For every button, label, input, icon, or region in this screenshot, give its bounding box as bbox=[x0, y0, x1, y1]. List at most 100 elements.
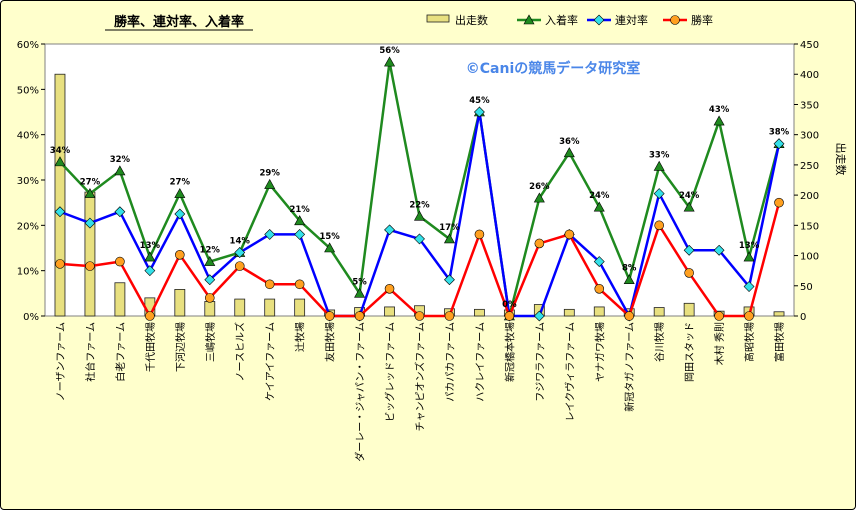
data-label-入着率: 56% bbox=[379, 46, 400, 56]
bar-出走数 bbox=[84, 191, 96, 317]
x-tick-label: ケイアイファーム bbox=[265, 322, 277, 401]
point-勝率 bbox=[654, 220, 664, 231]
point-入着率 bbox=[144, 251, 156, 262]
bar-出走数 bbox=[294, 298, 306, 317]
point-勝率 bbox=[474, 229, 485, 240]
data-label-入着率: 12% bbox=[200, 246, 221, 256]
legend-item: 勝率 bbox=[691, 13, 713, 27]
x-tick-label-group: 辻牧場 bbox=[294, 322, 307, 352]
y-right-axis-title: 出走数 bbox=[834, 143, 848, 176]
point-連対率 bbox=[653, 188, 665, 200]
x-tick-label-group: ビッグレッドファーム bbox=[384, 322, 397, 422]
point-勝率 bbox=[85, 261, 95, 271]
point-入着率 bbox=[593, 201, 605, 212]
bar-出走数 bbox=[384, 306, 395, 317]
point-連対率 bbox=[444, 274, 455, 286]
point-連対率 bbox=[473, 106, 485, 118]
x-tick-label-group: 白老ファーム bbox=[114, 322, 127, 382]
point-入着率 bbox=[264, 178, 276, 189]
data-label-入着率: 38% bbox=[769, 128, 790, 138]
data-label-入着率: 0% bbox=[502, 300, 517, 310]
x-tick-label-group: レイクヴィラファーム bbox=[563, 322, 576, 422]
point-勝率 bbox=[234, 261, 245, 271]
y-left-tick-label: 10% bbox=[17, 267, 39, 278]
point-連対率 bbox=[743, 281, 755, 292]
y-left-tick-label: 60% bbox=[17, 40, 39, 51]
point-勝率 bbox=[594, 283, 605, 294]
point-連対率 bbox=[384, 224, 395, 236]
point-入着率 bbox=[354, 287, 366, 298]
point-連対率 bbox=[294, 228, 306, 240]
point-連対率 bbox=[533, 310, 545, 322]
x-tick-label-group: ハクレイファーム bbox=[474, 322, 486, 402]
x-tick-label-group: フジワラファーム bbox=[534, 322, 546, 402]
x-tick-label: ダーレー・ジャパン・ファーム bbox=[354, 322, 367, 462]
bar-出走数 bbox=[773, 311, 785, 317]
y-right-tick-label: 100 bbox=[800, 252, 819, 263]
point-連対率 bbox=[114, 206, 126, 218]
point-連対率 bbox=[593, 256, 605, 268]
data-label-入着率: 27% bbox=[80, 178, 101, 188]
point-連対率 bbox=[204, 274, 216, 286]
point-入着率 bbox=[683, 201, 695, 212]
bar-出走数 bbox=[593, 306, 605, 317]
data-label-入着率: 8% bbox=[622, 264, 637, 274]
x-tick-label-group: 下河辺牧場 bbox=[174, 322, 187, 372]
x-tick-label: 社台ファーム bbox=[84, 322, 97, 382]
x-tick-label: レイクヴィラファーム bbox=[563, 322, 576, 422]
x-tick-label: ヤナガワ牧場 bbox=[593, 322, 606, 382]
point-連対率 bbox=[84, 217, 96, 229]
data-label-入着率: 21% bbox=[289, 205, 310, 215]
y-right-tick-label: 300 bbox=[800, 131, 819, 142]
data-label-入着率: 26% bbox=[529, 182, 550, 192]
x-tick-label: 新冠橋本牧場 bbox=[503, 322, 516, 382]
point-勝率 bbox=[294, 279, 305, 290]
data-label-入着率: 29% bbox=[260, 169, 281, 179]
legend-marker bbox=[670, 15, 680, 25]
x-tick-label: 友田牧場 bbox=[324, 322, 337, 362]
point-勝率 bbox=[55, 259, 65, 269]
point-連対率 bbox=[414, 233, 425, 245]
point-勝率 bbox=[534, 238, 545, 249]
data-label-入着率: 36% bbox=[559, 137, 580, 147]
point-入着率 bbox=[653, 160, 665, 171]
plot-area: 0% 10% 20% 30% 40% 50% 60% 0 50 100 150 200 250 300 35… bbox=[17, 40, 819, 462]
point-入着率 bbox=[713, 115, 725, 126]
x-tick-label: 三嶋牧場 bbox=[204, 322, 217, 362]
point-入着率 bbox=[743, 251, 755, 262]
x-tick-label: ハクレイファーム bbox=[474, 322, 486, 402]
data-label-入着率: 45% bbox=[469, 96, 490, 106]
data-label-入着率: 17% bbox=[439, 223, 460, 233]
x-tick-label-group: 友田牧場 bbox=[324, 322, 337, 362]
point-勝率 bbox=[714, 311, 724, 321]
x-tick-label-group: チャンピオンズファーム bbox=[414, 322, 427, 431]
legend-item: 出走数 bbox=[455, 13, 488, 27]
point-勝率 bbox=[145, 311, 155, 321]
legend-item: 連対率 bbox=[615, 13, 648, 27]
point-勝率 bbox=[504, 311, 515, 321]
data-label-入着率: 34% bbox=[50, 146, 71, 156]
x-tick-label-group: 木村 秀則 bbox=[713, 322, 726, 365]
x-tick-label: 下河辺牧場 bbox=[174, 322, 187, 372]
x-tick-label: 木村 秀則 bbox=[713, 322, 726, 365]
x-tick-label-group: パカパカファーム bbox=[444, 322, 456, 402]
point-勝率 bbox=[354, 311, 365, 321]
bar-出走数 bbox=[114, 282, 126, 317]
x-tick-label: 白老ファーム bbox=[114, 322, 127, 382]
x-tick-label-group: 谷川牧場 bbox=[653, 322, 666, 362]
point-勝率 bbox=[324, 311, 335, 321]
x-tick-label: ノースヒルズ bbox=[234, 322, 247, 382]
legend: 出走数 入着率 連対率 勝率 bbox=[426, 13, 713, 27]
point-勝率 bbox=[624, 311, 635, 321]
x-tick-label: フジワラファーム bbox=[534, 322, 546, 402]
point-連対率 bbox=[773, 138, 785, 150]
bar-出走数 bbox=[54, 73, 66, 317]
point-入着率 bbox=[413, 210, 426, 221]
data-label-入着率: 14% bbox=[230, 237, 251, 247]
data-label-入着率: 43% bbox=[709, 105, 730, 115]
x-tick-label-group: 千代田牧場 bbox=[144, 322, 157, 372]
data-label-入着率: 27% bbox=[170, 178, 191, 188]
x-tick-label: 高昭牧場 bbox=[743, 322, 756, 362]
point-連対率 bbox=[234, 247, 246, 258]
